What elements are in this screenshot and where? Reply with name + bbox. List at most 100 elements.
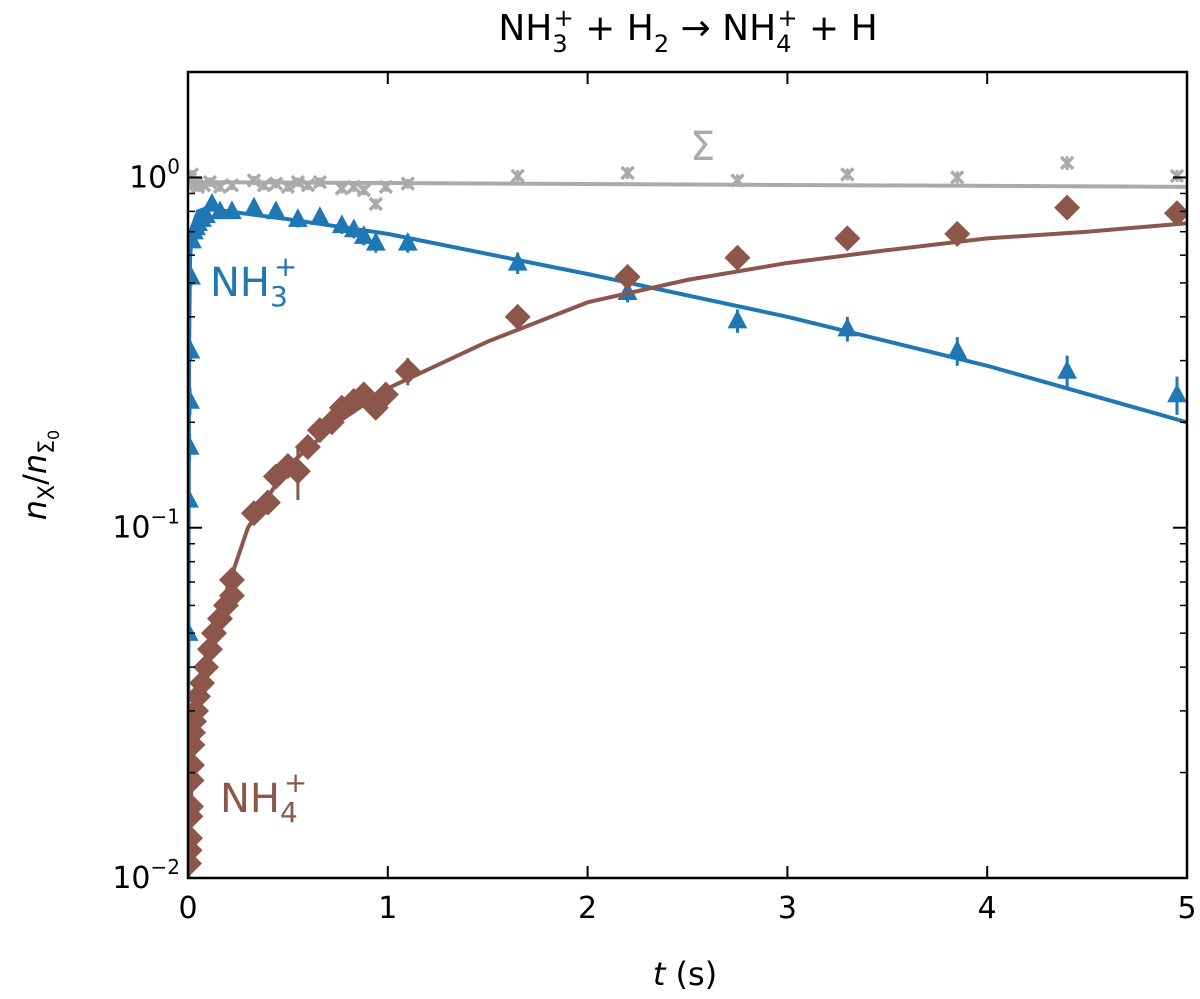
triangle-marker	[727, 309, 748, 329]
plot-area	[188, 155, 1187, 878]
data-point-nh3	[188, 339, 201, 361]
data-point-nh3	[222, 200, 242, 220]
diamond-marker	[218, 582, 245, 609]
data-point-sigma	[300, 178, 316, 193]
x-tick-label: 3	[778, 891, 797, 926]
data-point-sigma	[290, 174, 306, 190]
data-point-sigma	[280, 179, 296, 195]
data-point-nh3	[947, 337, 968, 366]
triangle-marker	[287, 208, 308, 227]
x-marker	[280, 179, 296, 195]
diamond-marker	[218, 566, 245, 593]
data-point-nh4	[254, 489, 281, 516]
x-tick-label: 1	[378, 891, 397, 926]
triangle-marker	[188, 622, 199, 641]
triangle-marker	[837, 317, 858, 337]
data-point-sigma	[400, 176, 416, 191]
x-marker	[300, 178, 316, 193]
x-marker	[268, 176, 284, 191]
data-point-sigma	[840, 167, 855, 182]
data-point-nh3	[365, 231, 386, 253]
triangle-marker	[331, 214, 352, 234]
data-point-sigma	[620, 165, 635, 181]
series-label-nh3: NH3+	[210, 250, 297, 313]
triangle-marker	[188, 339, 201, 359]
x-marker	[840, 167, 855, 182]
data-point-nh3	[188, 388, 200, 415]
series-label-sigma: Σ	[690, 124, 715, 170]
data-point-sigma	[346, 179, 362, 195]
data-point-nh4	[294, 434, 321, 461]
y-tick-label: 100	[129, 154, 180, 195]
chart-title: NH3+ + H2 → NH4+ + H	[498, 4, 877, 58]
x-marker	[368, 196, 384, 212]
diamond-marker	[294, 434, 321, 461]
x-marker	[356, 182, 372, 198]
y-tick-label: 10−1	[112, 505, 180, 546]
data-point-sigma	[1059, 155, 1075, 171]
data-point-nh3	[507, 251, 528, 275]
data-point-nh3	[343, 218, 364, 239]
triangle-marker	[1167, 383, 1187, 403]
x-marker	[290, 174, 306, 190]
diamond-marker	[192, 654, 219, 681]
data-point-sigma	[256, 178, 272, 193]
data-point-nh4	[192, 654, 219, 681]
diamond-marker	[188, 825, 203, 852]
data-point-nh3	[727, 309, 748, 333]
x-tick-label: 4	[978, 891, 997, 926]
data-point-nh3	[188, 434, 200, 462]
data-point-sigma	[510, 168, 525, 184]
data-point-nh3	[353, 225, 374, 246]
data-point-sigma	[212, 179, 228, 195]
data-point-sigma	[224, 178, 240, 193]
x-marker	[620, 165, 635, 181]
triangle-marker	[397, 231, 418, 251]
data-point-nh3	[837, 316, 858, 342]
diamond-marker	[834, 225, 861, 252]
triangle-marker	[343, 218, 364, 238]
x-marker	[346, 179, 362, 195]
x-marker	[730, 173, 745, 188]
data-point-sigma	[334, 181, 350, 196]
data-point-nh3	[287, 208, 308, 228]
data-point-sigma	[312, 174, 328, 190]
data-point-sigma	[246, 173, 262, 188]
diamond-marker	[1164, 200, 1187, 227]
x-marker	[202, 174, 218, 190]
data-point-nh4	[724, 244, 751, 271]
triangle-marker	[244, 196, 264, 216]
x-marker	[212, 179, 228, 195]
data-point-nh3	[397, 231, 418, 253]
diamond-marker	[394, 358, 421, 385]
data-point-nh4	[1164, 200, 1187, 227]
x-marker	[256, 178, 272, 193]
triangle-marker	[1057, 360, 1078, 379]
data-point-sigma	[949, 170, 965, 185]
triangle-marker	[188, 265, 201, 285]
series-label-nh4: NH4+	[220, 766, 307, 829]
triangle-marker	[188, 390, 200, 409]
x-marker	[334, 181, 350, 196]
y-axis-title: nX/nΣ0	[16, 430, 63, 521]
data-point-nh4	[504, 303, 531, 330]
x-marker	[312, 174, 328, 190]
x-marker	[949, 170, 965, 185]
data-point-sigma	[730, 173, 745, 188]
data-point-nh4	[614, 263, 641, 290]
plot-frame	[186, 70, 1189, 880]
y-axis: 10−2 10−1 100	[112, 71, 1187, 896]
data-point-nh4	[834, 225, 861, 252]
triangle-marker	[353, 225, 374, 244]
data-point-nh3	[1167, 376, 1187, 415]
triangle-marker	[365, 231, 386, 251]
x-tick-label: 2	[578, 891, 597, 926]
diamond-marker	[1054, 194, 1081, 221]
data-point-nh3	[331, 214, 352, 234]
diamond-marker	[284, 458, 311, 485]
data-point-nh4	[394, 358, 421, 386]
diamond-marker	[188, 752, 205, 779]
diamond-marker	[188, 793, 204, 820]
x-marker	[378, 179, 394, 195]
